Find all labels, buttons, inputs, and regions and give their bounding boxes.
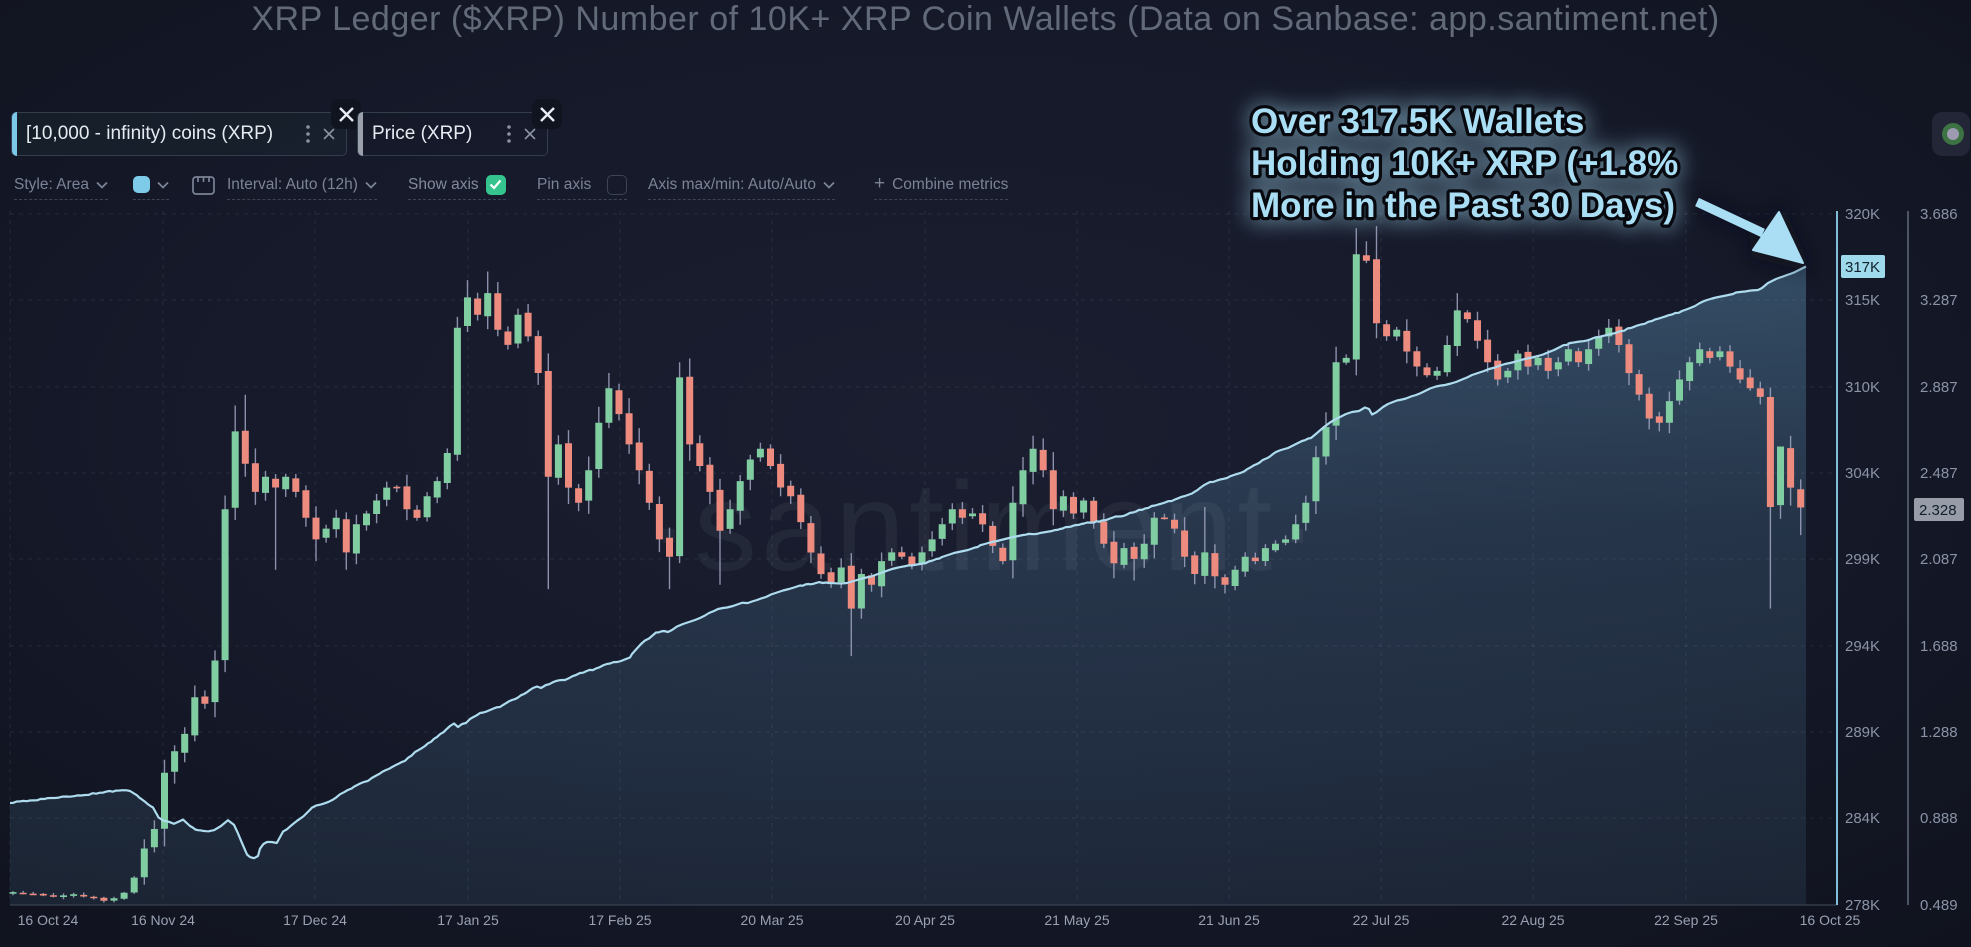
svg-text:0.489: 0.489: [1920, 897, 1958, 914]
svg-text:284K: 284K: [1845, 810, 1880, 827]
svg-text:3.287: 3.287: [1920, 292, 1958, 309]
svg-text:1.688: 1.688: [1920, 638, 1958, 655]
svg-text:Holding 10K+ XRP (+1.8%: Holding 10K+ XRP (+1.8%: [1251, 144, 1678, 183]
svg-text:2.487: 2.487: [1920, 465, 1958, 482]
svg-text:21 May 25: 21 May 25: [1044, 912, 1110, 928]
svg-text:3.686: 3.686: [1920, 206, 1958, 223]
svg-text:More in the Past 30 Days): More in the Past 30 Days): [1251, 186, 1675, 225]
svg-text:294K: 294K: [1845, 638, 1880, 655]
svg-text:16 Oct 24: 16 Oct 24: [18, 912, 79, 928]
svg-text:320K: 320K: [1845, 206, 1880, 223]
svg-text:315K: 315K: [1845, 292, 1880, 309]
svg-text:17 Feb 25: 17 Feb 25: [588, 912, 651, 928]
svg-text:20 Apr 25: 20 Apr 25: [895, 912, 955, 928]
svg-text:2.887: 2.887: [1920, 379, 1958, 396]
svg-text:289K: 289K: [1845, 724, 1880, 741]
svg-text:22 Jul 25: 22 Jul 25: [1353, 912, 1410, 928]
svg-text:22 Aug 25: 22 Aug 25: [1501, 912, 1564, 928]
svg-text:17 Jan 25: 17 Jan 25: [437, 912, 499, 928]
svg-text:17 Dec 24: 17 Dec 24: [283, 912, 347, 928]
svg-text:1.288: 1.288: [1920, 724, 1958, 741]
svg-text:299K: 299K: [1845, 551, 1880, 568]
svg-text:278K: 278K: [1845, 897, 1880, 914]
svg-text:More in the Past 30 Days): More in the Past 30 Days): [1251, 186, 1675, 225]
svg-text:2.328: 2.328: [1919, 502, 1957, 519]
svg-text:2.087: 2.087: [1920, 551, 1958, 568]
svg-text:Over 317.5K Wallets: Over 317.5K Wallets: [1251, 102, 1584, 141]
svg-text:317K: 317K: [1845, 259, 1880, 276]
svg-text:Holding 10K+ XRP (+1.8%: Holding 10K+ XRP (+1.8%: [1251, 144, 1678, 183]
svg-text:16 Oct 25: 16 Oct 25: [1800, 912, 1861, 928]
svg-text:0.888: 0.888: [1920, 810, 1958, 827]
svg-text:21 Jun 25: 21 Jun 25: [1198, 912, 1260, 928]
svg-text:Over 317.5K Wallets: Over 317.5K Wallets: [1251, 102, 1584, 141]
svg-text:310K: 310K: [1845, 379, 1880, 396]
svg-text:16 Nov 24: 16 Nov 24: [131, 912, 195, 928]
svg-text:20 Mar 25: 20 Mar 25: [740, 912, 803, 928]
svg-text:304K: 304K: [1845, 465, 1880, 482]
svg-text:22 Sep 25: 22 Sep 25: [1654, 912, 1718, 928]
